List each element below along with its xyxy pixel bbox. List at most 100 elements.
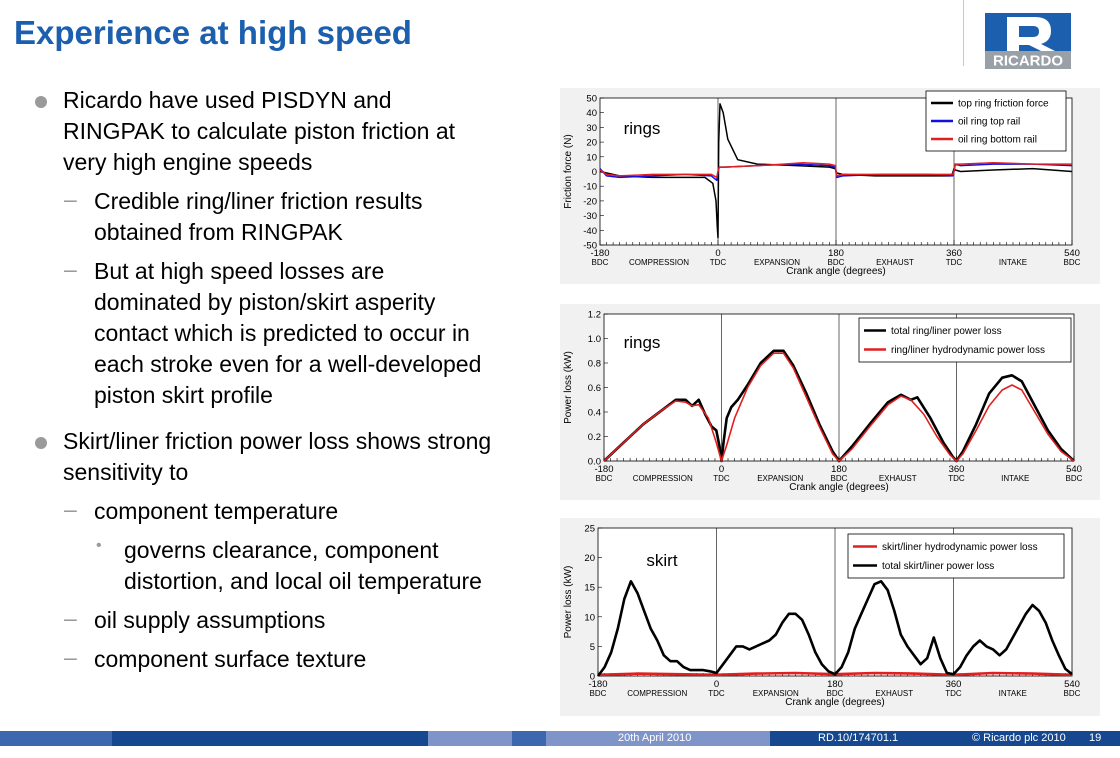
stroke-phase-label: EXPANSION: [754, 258, 800, 267]
dash-marker: –: [64, 644, 77, 670]
x-tick-sublabel: TDC: [708, 689, 725, 698]
y-tick-label: 25: [584, 524, 595, 535]
y-tick-label: -10: [583, 182, 597, 193]
legend-label: total skirt/liner power loss: [882, 561, 994, 572]
x-tick-label: -180: [590, 248, 609, 259]
bullet-line: sensitivity to: [63, 459, 189, 485]
bullet-marker: [35, 96, 47, 108]
y-tick-label: -50: [583, 241, 597, 252]
y-tick-label: 0: [590, 672, 595, 683]
bullet-2a: component temperature: [94, 498, 339, 524]
bullet-2b: oil supply assumptions: [94, 607, 326, 633]
x-tick-sublabel: TDC: [946, 258, 963, 267]
x-tick-label: 360: [946, 248, 962, 259]
footer-copyright: © Ricardo plc 2010: [972, 732, 1066, 744]
footer-segment: [770, 731, 1120, 746]
bullet-1a: Credible ring/liner friction results obt…: [94, 186, 423, 248]
x-tick-sublabel: BDC: [590, 689, 607, 698]
stroke-phase-label: EXHAUST: [875, 689, 913, 698]
y-tick-label: -30: [583, 211, 597, 222]
x-tick-sublabel: BDC: [1064, 258, 1081, 267]
legend-label: skirt/liner hydrodynamic power loss: [882, 542, 1038, 553]
x-tick-sublabel: BDC: [596, 474, 613, 483]
y-tick-label: 1.0: [588, 334, 601, 345]
footer-segment: [546, 731, 770, 746]
logo-text: RICARDO: [993, 53, 1063, 70]
x-tick-sublabel: BDC: [1066, 474, 1083, 483]
y-tick-label: 20: [586, 138, 597, 149]
y-axis-title: Power loss (kW): [563, 351, 574, 424]
x-tick-label: 0: [715, 248, 720, 259]
bullet-line: Ricardo have used PISDYN and: [63, 87, 392, 113]
y-tick-label: 0.6: [588, 383, 601, 394]
stroke-phase-label: INTAKE: [999, 258, 1027, 267]
footer-segment: [512, 731, 546, 746]
ring-friction-force-chart: -50-40-30-20-1001020304050-180BDC0TDC180…: [560, 88, 1100, 284]
header-divider: [963, 0, 964, 66]
legend-label: ring/liner hydrodynamic power loss: [891, 345, 1045, 356]
stroke-phase-label: COMPRESSION: [627, 689, 687, 698]
y-tick-label: 20: [584, 553, 595, 564]
skirt-power-loss-chart: 0510152025-180BDC0TDC180BDC360TDC540BDCC…: [560, 518, 1100, 716]
y-tick-label: 10: [586, 152, 597, 163]
bullet-line: RINGPAK to calculate piston friction at: [63, 118, 456, 144]
bullet-2: Skirt/liner friction power loss shows st…: [63, 426, 491, 488]
y-axis-title: Friction force (N): [563, 134, 574, 208]
stroke-phase-label: COMPRESSION: [633, 474, 693, 483]
y-tick-label: 1.2: [588, 310, 601, 321]
y-tick-label: 0.2: [588, 432, 601, 443]
stroke-phase-label: INTAKE: [999, 689, 1027, 698]
chart-annotation: rings: [624, 119, 661, 138]
footer-reference: RD.10/174701.1: [818, 732, 899, 744]
bullet-marker: [35, 437, 47, 449]
series-line: [603, 352, 1075, 462]
footer-bar: 20th April 2010 RD.10/174701.1 © Ricardo…: [0, 731, 1120, 746]
chart-legend: [858, 317, 1072, 363]
bullet-1b: But at high speed losses are dominated b…: [94, 256, 481, 411]
stroke-phase-label: INTAKE: [1001, 474, 1029, 483]
y-tick-label: 5: [590, 642, 595, 653]
x-axis-title: Crank angle (degrees): [785, 697, 885, 708]
x-tick-label: 180: [831, 464, 847, 475]
bullet-2a1: governs clearance, component distortion,…: [124, 535, 482, 597]
x-tick-sublabel: TDC: [948, 474, 965, 483]
x-tick-label: 540: [1066, 464, 1082, 475]
ricardo-logo: RICARDO: [985, 13, 1071, 69]
footer-page-number: 19: [1089, 732, 1102, 744]
legend-label: total ring/liner power loss: [891, 326, 1002, 337]
dash-marker: –: [64, 256, 77, 282]
bullet-line: dominated by piston/skirt asperity: [94, 289, 436, 315]
footer-segment: [428, 731, 512, 746]
x-tick-sublabel: BDC: [827, 689, 844, 698]
bullet-line: very high engine speeds: [63, 149, 313, 175]
x-tick-label: 180: [827, 679, 843, 690]
stroke-phase-label: EXPANSION: [757, 474, 803, 483]
bullet-line: But at high speed losses are: [94, 258, 385, 284]
x-tick-sublabel: TDC: [710, 258, 727, 267]
x-tick-label: -180: [588, 679, 607, 690]
x-tick-label: 360: [946, 679, 962, 690]
bullet-line: obtained from RINGPAK: [94, 219, 343, 245]
x-tick-label: 540: [1064, 679, 1080, 690]
footer-date: 20th April 2010: [618, 732, 692, 744]
bullet-line: each stroke even for a well-developed: [94, 351, 482, 377]
x-tick-label: 540: [1064, 248, 1080, 259]
bullet-line: contact which is predicted to occur in: [94, 320, 470, 346]
x-tick-label: 360: [949, 464, 965, 475]
y-tick-label: 40: [586, 108, 597, 119]
dash-marker: –: [64, 186, 77, 212]
x-tick-label: 180: [828, 248, 844, 259]
x-tick-sublabel: BDC: [828, 258, 845, 267]
ring-power-loss-chart: 0.00.20.40.60.81.01.2-180BDC0TDC180BDC36…: [560, 304, 1100, 500]
x-tick-label: -180: [594, 464, 613, 475]
y-tick-label: 0.4: [588, 408, 601, 419]
dash-marker: –: [64, 496, 77, 522]
bullet-2c: component surface texture: [94, 646, 367, 672]
bullet-line: governs clearance, component: [124, 537, 439, 563]
footer-segment: [0, 731, 112, 746]
x-tick-label: 0: [714, 679, 719, 690]
y-tick-label: 0.0: [588, 457, 601, 468]
x-tick-sublabel: BDC: [1064, 689, 1081, 698]
legend-label: oil ring bottom rail: [958, 135, 1037, 146]
chart-legend: [847, 533, 1065, 579]
